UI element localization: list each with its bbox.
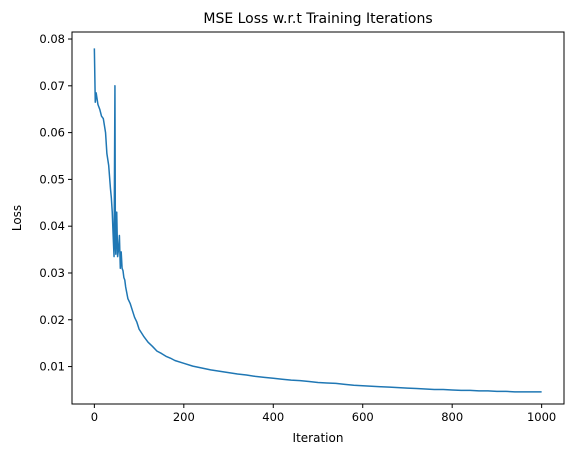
plot-frame: [71, 31, 565, 405]
y-axis: 0.01 0.02 0.03 0.04 0.05 0.06 0.07 0.08: [39, 32, 72, 374]
loss-series-line-0: [93, 48, 542, 393]
y-tick-label: 0.02: [39, 313, 65, 327]
x-axis: 0 200 400 600 800 1000: [91, 404, 556, 424]
y-tick-label: 0.01: [39, 360, 65, 374]
y-tick-label: 0.05: [39, 172, 65, 186]
y-tick-label: 0.07: [39, 79, 65, 93]
y-tick-label: 0.08: [39, 32, 65, 46]
x-tick-label: 800: [441, 410, 463, 424]
x-tick-label: 1000: [527, 410, 556, 424]
y-tick-label: 0.04: [39, 219, 65, 233]
y-tick-label: 0.06: [39, 126, 65, 140]
y-axis-label: Loss: [10, 205, 24, 231]
plot-area: [93, 48, 542, 393]
x-tick-label: 200: [173, 410, 195, 424]
x-tick-label: 600: [352, 410, 374, 424]
x-tick-label: 400: [262, 410, 284, 424]
chart-title: MSE Loss w.r.t Training Iterations: [203, 11, 432, 27]
y-tick-label: 0.03: [39, 266, 65, 280]
x-tick-label: 0: [91, 410, 98, 424]
x-axis-label: Iteration: [293, 431, 344, 445]
